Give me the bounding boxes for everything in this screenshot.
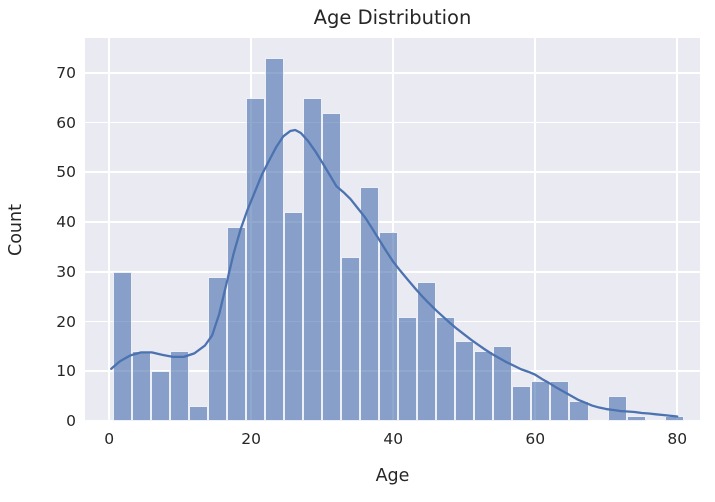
y-tick-label: 60 xyxy=(56,113,76,132)
histogram-bar xyxy=(398,316,418,421)
y-tick-label: 70 xyxy=(56,63,76,82)
histogram-bar xyxy=(417,281,437,421)
kde-path xyxy=(111,130,677,416)
y-tick-label: 50 xyxy=(56,163,76,182)
histogram-bar xyxy=(169,351,189,421)
y-tick-label: 10 xyxy=(56,362,76,381)
chart-title: Age Distribution xyxy=(313,6,472,29)
histogram-bar xyxy=(512,386,532,421)
histogram-bar xyxy=(322,112,342,421)
x-tick-label: 20 xyxy=(241,430,262,448)
x-tick-label: 60 xyxy=(525,430,546,448)
histogram-bar xyxy=(436,316,456,421)
histogram-bar xyxy=(569,401,589,421)
histogram-bar xyxy=(626,416,646,421)
histogram-bar xyxy=(226,227,246,421)
histogram-bar xyxy=(360,187,380,421)
histogram-bar xyxy=(264,57,284,421)
x-axis-label: Age xyxy=(375,466,410,486)
gridline-vertical xyxy=(534,38,537,421)
histogram-bar xyxy=(150,371,170,421)
histogram-bar xyxy=(112,271,132,421)
y-tick-label: 40 xyxy=(56,213,76,232)
histogram-bar xyxy=(455,341,475,421)
histogram-bar xyxy=(303,97,323,421)
gridline-vertical xyxy=(392,38,394,421)
histogram-bar xyxy=(531,381,551,421)
plot-area xyxy=(85,38,700,422)
histogram-bar xyxy=(207,276,227,421)
kde-curve xyxy=(85,38,700,421)
gridline-vertical xyxy=(108,38,110,421)
x-tick-label: 80 xyxy=(667,430,688,448)
histogram-bar xyxy=(493,346,513,421)
y-tick-label: 0 xyxy=(66,412,76,430)
y-tick-label: 20 xyxy=(56,312,76,331)
x-tick-label: 0 xyxy=(104,430,115,448)
y-tick-label: 30 xyxy=(56,262,76,281)
histogram-bar xyxy=(474,351,494,421)
histogram-bar xyxy=(379,232,399,421)
y-axis-label: Count xyxy=(6,204,26,256)
histogram-bar xyxy=(283,212,304,421)
x-tick-label: 40 xyxy=(383,430,404,448)
histogram-bar xyxy=(341,256,361,421)
histogram-bar xyxy=(188,406,208,421)
gridline-vertical xyxy=(676,38,679,421)
